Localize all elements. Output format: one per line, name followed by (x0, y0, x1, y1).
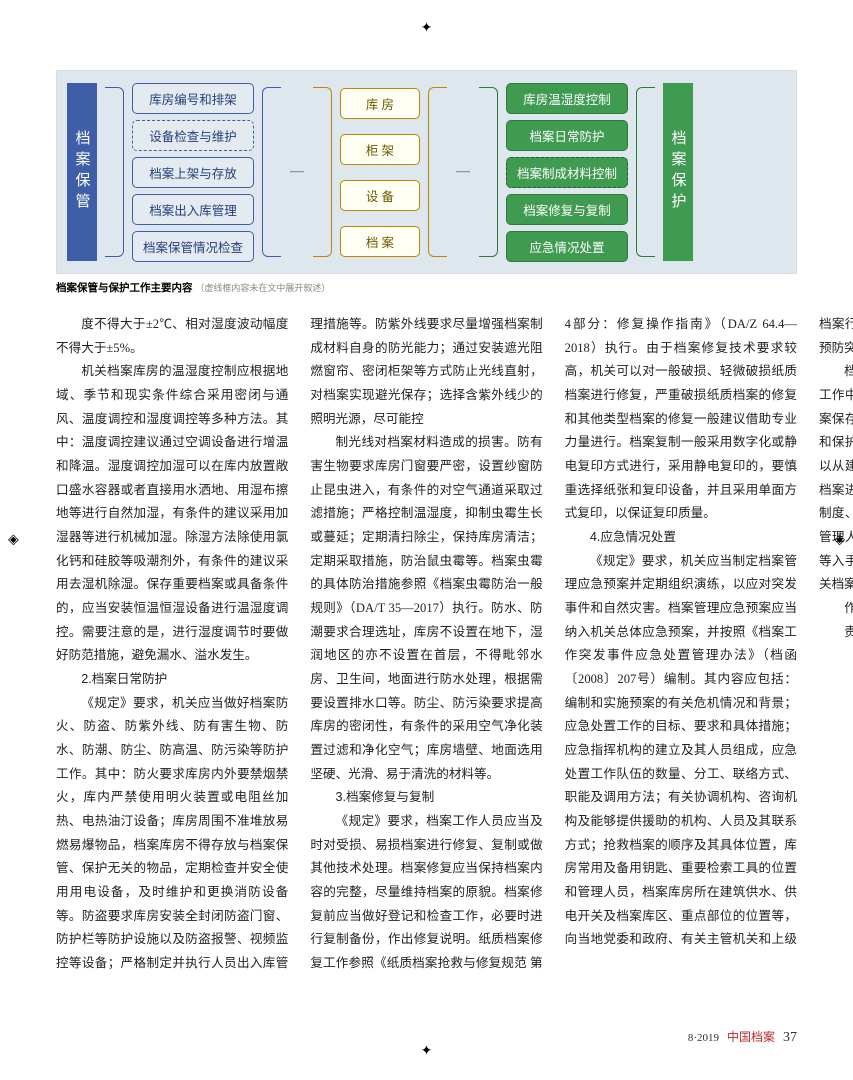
bracket-grn-l (479, 87, 498, 257)
blue-column: 库房编号和排架 设备检查与维护 档案上架与存放 档案出入库管理 档案保管情况检查 (132, 83, 254, 261)
bracket-blue-r (262, 87, 281, 257)
editor: 责任编辑：田小燕 (819, 621, 853, 645)
page-footer: 8·2019 中国档案 37 (688, 1028, 797, 1046)
flow-diagram: 档案保管 库房编号和排架 设备检查与维护 档案上架与存放 档案出入库管理 档案保… (56, 70, 797, 274)
crop-mark-left: ◈ (8, 532, 19, 549)
author-unit: 作者单位：国家档案局 (819, 597, 853, 621)
yellow-box-1: 柜 架 (340, 134, 420, 165)
section-2-title: 2.档案日常防护 (56, 668, 288, 692)
bracket-grn-r (636, 87, 655, 257)
arrow-r: — (455, 164, 471, 180)
p-s2-1: 制光线对档案材料造成的损害。防有害生物要求库房门窗要严密，设置纱窗防止昆虫进入，… (310, 431, 542, 786)
green-box-3: 档案修复与复制 (506, 194, 628, 225)
yellow-column: 库 房 柜 架 设 备 档 案 (340, 83, 420, 261)
caption-note: （虚线框内容未在文中展开叙述） (195, 283, 330, 293)
blue-box-4: 档案保管情况检查 (132, 231, 254, 262)
green-column: 库房温湿度控制 档案日常防护 档案制成材料控制 档案修复与复制 应急情况处置 (506, 83, 628, 261)
arrow-l: — (289, 164, 305, 180)
green-box-4: 应急情况处置 (506, 231, 628, 262)
blue-box-2: 档案上架与存放 (132, 157, 254, 188)
p-pre-0: 度不得大于±2℃、相对湿度波动幅度不得大于±5%。 (56, 313, 288, 360)
section-4-title: 4.应急情况处置 (565, 526, 797, 550)
footer-issue: 8·2019 (688, 1032, 719, 1044)
crop-mark-top: ✦ (421, 20, 433, 37)
bracket-yel-r (428, 87, 447, 257)
footer-magazine: 中国档案 (727, 1028, 775, 1045)
caption-bold: 档案保管与保护工作主要内容 (56, 282, 193, 294)
yellow-box-2: 设 备 (340, 180, 420, 211)
blue-box-3: 档案出入库管理 (132, 194, 254, 225)
crop-mark-right: ◈ (834, 532, 845, 549)
bracket-yel-l (313, 87, 332, 257)
crop-mark-bottom: ✦ (421, 1043, 433, 1060)
footer-page-number: 37 (783, 1030, 797, 1046)
blue-box-0: 库房编号和排架 (132, 83, 254, 114)
left-side-label: 档案保管 (67, 83, 97, 261)
green-box-2: 档案制成材料控制 (506, 157, 628, 188)
yellow-box-3: 档 案 (340, 226, 420, 257)
right-side-label: 档案保护 (663, 83, 693, 261)
diagram-caption: 档案保管与保护工作主要内容 （虚线框内容未在文中展开叙述） (56, 280, 797, 295)
bracket-l (105, 87, 124, 257)
blue-box-1: 设备检查与维护 (132, 120, 254, 151)
green-box-1: 档案日常防护 (506, 120, 628, 151)
body-text: 度不得大于±2℃、相对湿度波动幅度不得大于±5%。 机关档案库房的温湿度控制应根… (56, 313, 797, 993)
p-pre-1: 机关档案库房的温湿度控制应根据地域、季节和现实条件综合采用密闭与通风、温度调控和… (56, 360, 288, 668)
page: ✦ ✦ ◈ ◈ 档案保管 库房编号和排架 设备检查与维护 档案上架与存放 档案出… (0, 0, 853, 1080)
p-s4-1: 档案保管和保护工作是当前机关档案工作中一个相对薄弱的环节。随着机关档案保存环境和… (819, 360, 853, 597)
section-3-title: 3.档案修复与复制 (310, 786, 542, 810)
yellow-box-0: 库 房 (340, 88, 420, 119)
green-box-0: 库房温湿度控制 (506, 83, 628, 114)
